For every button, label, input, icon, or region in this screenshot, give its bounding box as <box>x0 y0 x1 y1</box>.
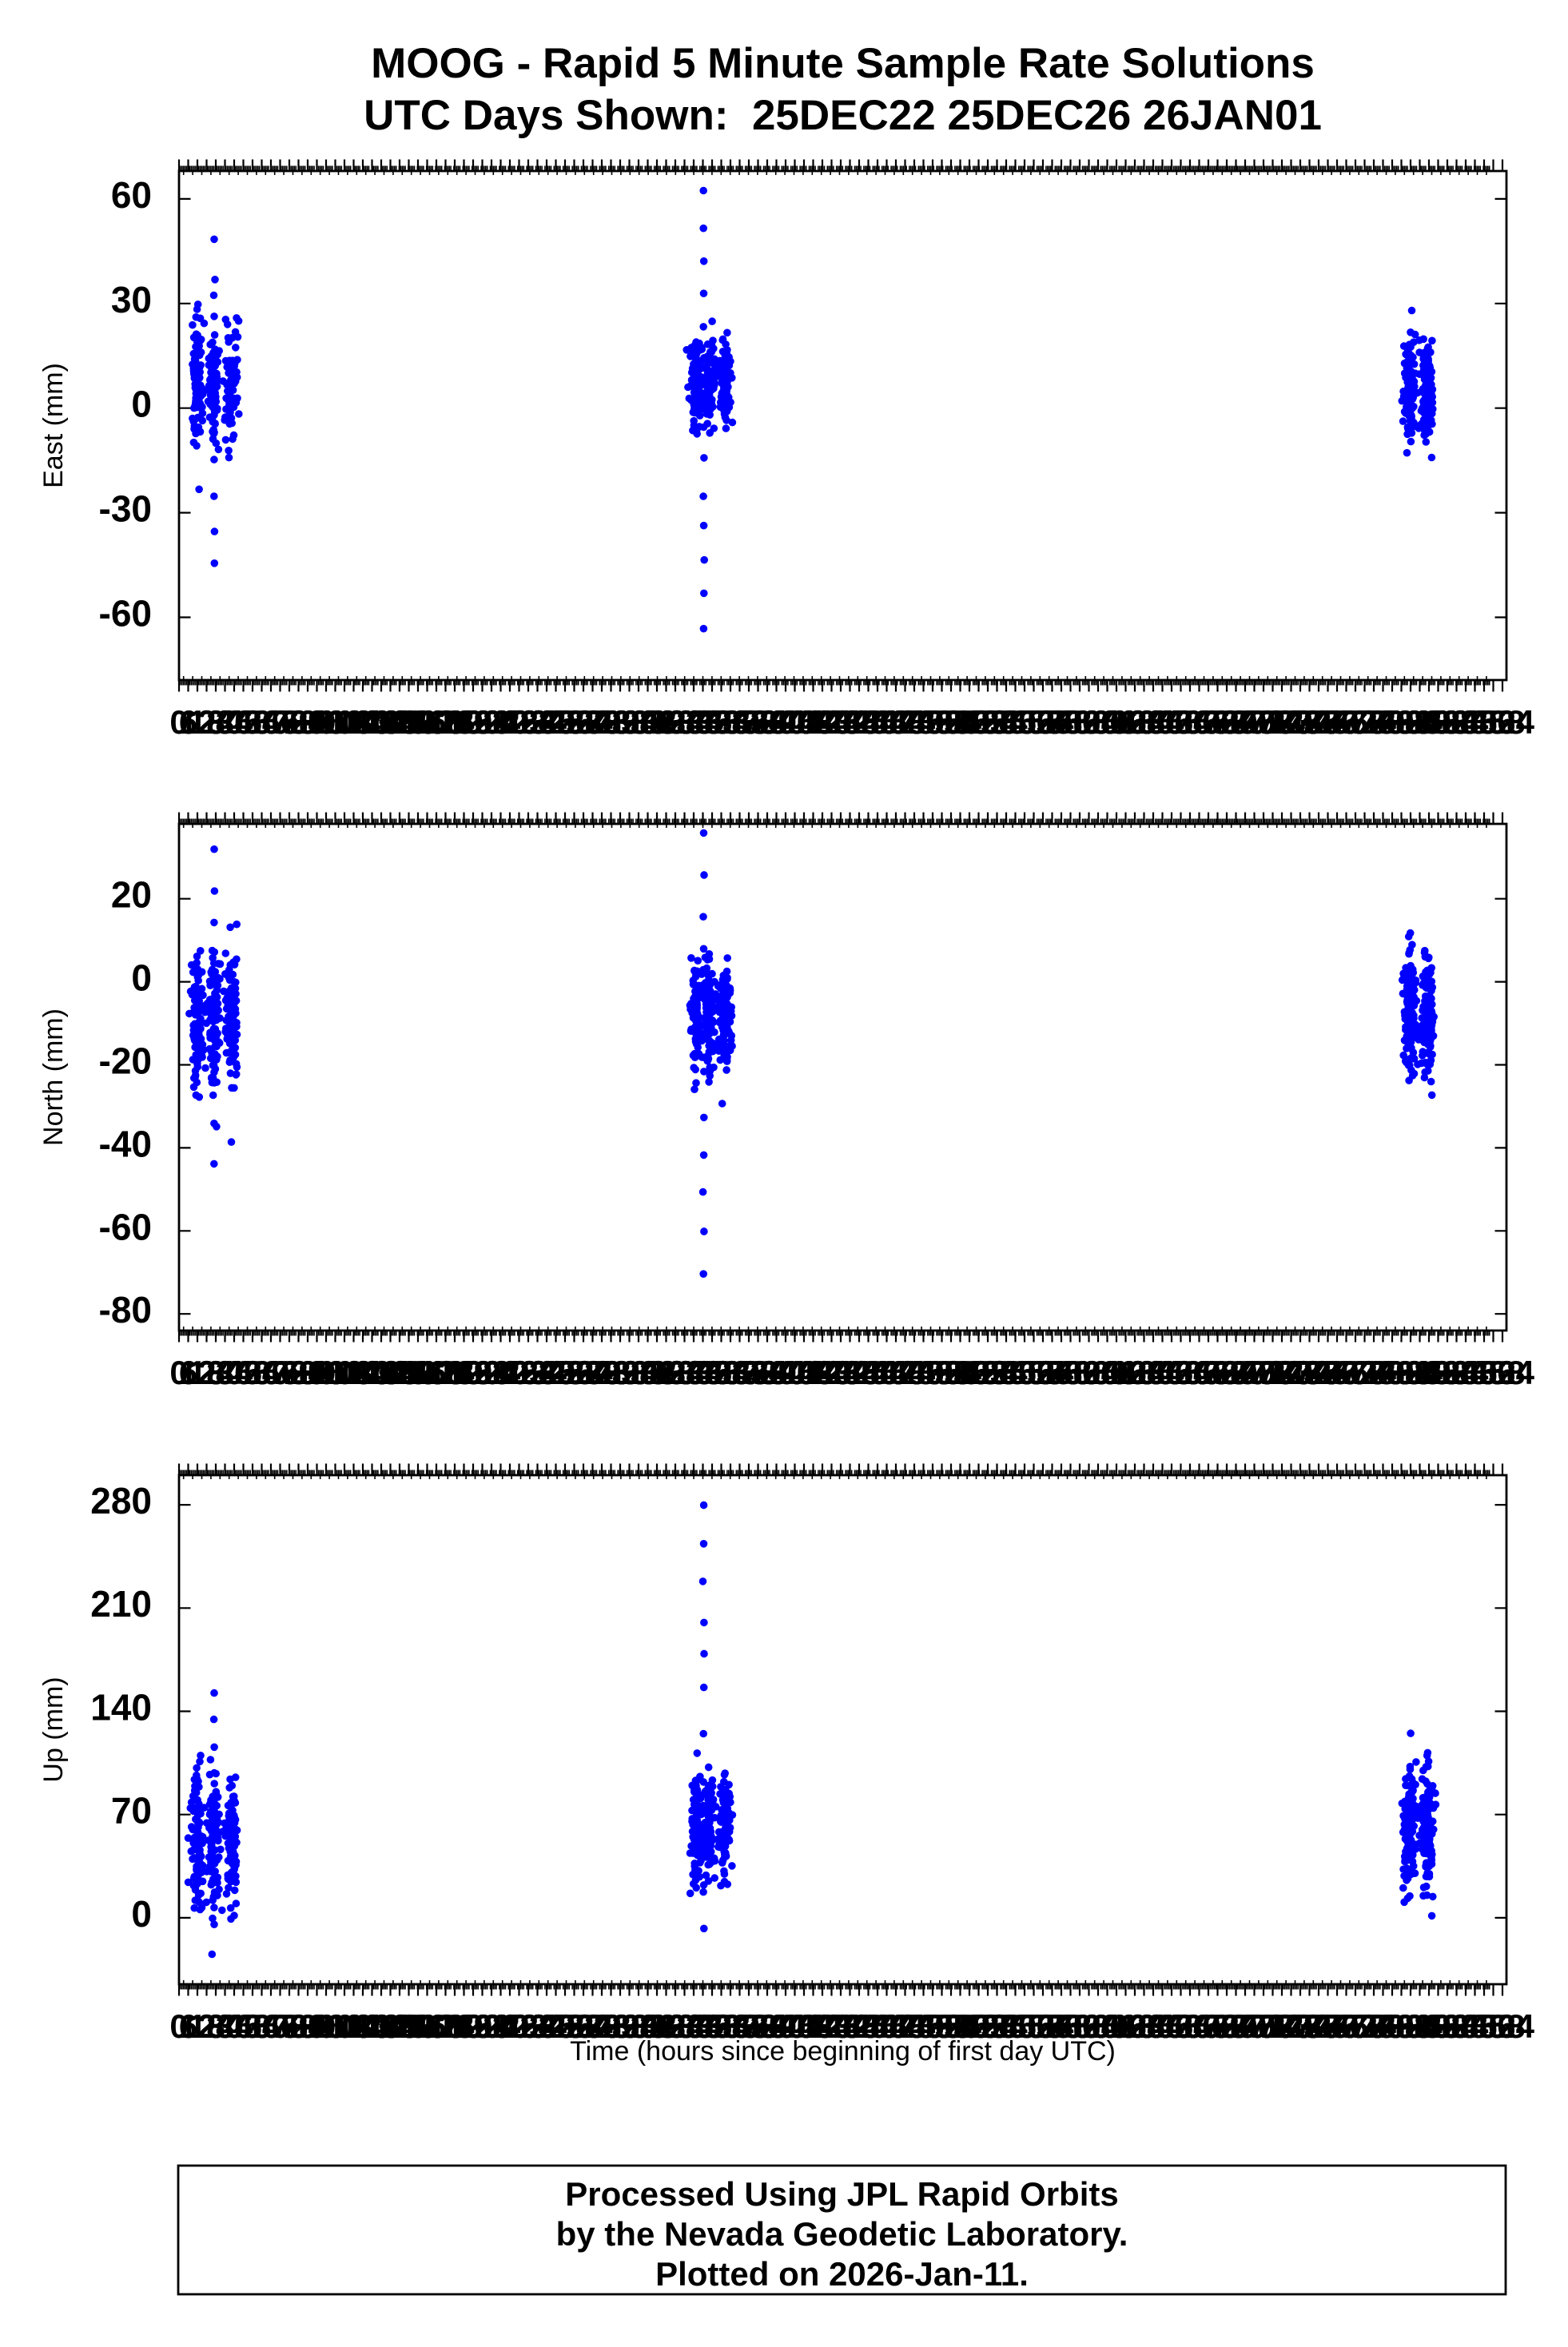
svg-text:-20: -20 <box>99 1040 152 1081</box>
svg-text:864: 864 <box>1478 1354 1535 1391</box>
svg-text:30: 30 <box>111 279 152 320</box>
svg-text:Up (mm): Up (mm) <box>38 1677 69 1782</box>
svg-text:-80: -80 <box>99 1289 152 1331</box>
svg-text:Processed Using JPL Rapid Orbi: Processed Using JPL Rapid Orbits <box>565 2175 1118 2213</box>
svg-text:210: 210 <box>90 1583 152 1625</box>
svg-text:UTC Days Shown: 25DEC22 25DEC: UTC Days Shown: 25DEC22 25DEC26 26JAN01 <box>364 92 1322 139</box>
svg-text:864: 864 <box>1478 703 1535 741</box>
svg-text:0: 0 <box>131 1893 152 1935</box>
svg-text:60: 60 <box>111 174 152 216</box>
svg-text:20: 20 <box>111 874 152 916</box>
svg-text:0: 0 <box>131 957 152 999</box>
svg-text:East (mm): East (mm) <box>38 363 69 488</box>
svg-text:Time (hours since beginning of: Time (hours since beginning of first day… <box>570 2036 1116 2067</box>
svg-text:MOOG - Rapid 5 Minute Sample R: MOOG - Rapid 5 Minute Sample Rate Soluti… <box>371 40 1315 87</box>
svg-text:864: 864 <box>1478 2007 1535 2045</box>
svg-text:-60: -60 <box>99 1206 152 1247</box>
svg-text:by the Nevada Geodetic Laborat: by the Nevada Geodetic Laboratory. <box>556 2215 1128 2253</box>
svg-text:-40: -40 <box>99 1123 152 1164</box>
svg-text:-60: -60 <box>99 593 152 634</box>
svg-text:70: 70 <box>111 1790 152 1832</box>
svg-text:280: 280 <box>90 1480 152 1522</box>
svg-text:0: 0 <box>131 384 152 425</box>
svg-text:North (mm): North (mm) <box>38 1008 69 1146</box>
svg-text:-30: -30 <box>99 488 152 530</box>
svg-text:Plotted on 2026-Jan-11.: Plotted on 2026-Jan-11. <box>655 2255 1029 2293</box>
svg-text:140: 140 <box>90 1686 152 1728</box>
